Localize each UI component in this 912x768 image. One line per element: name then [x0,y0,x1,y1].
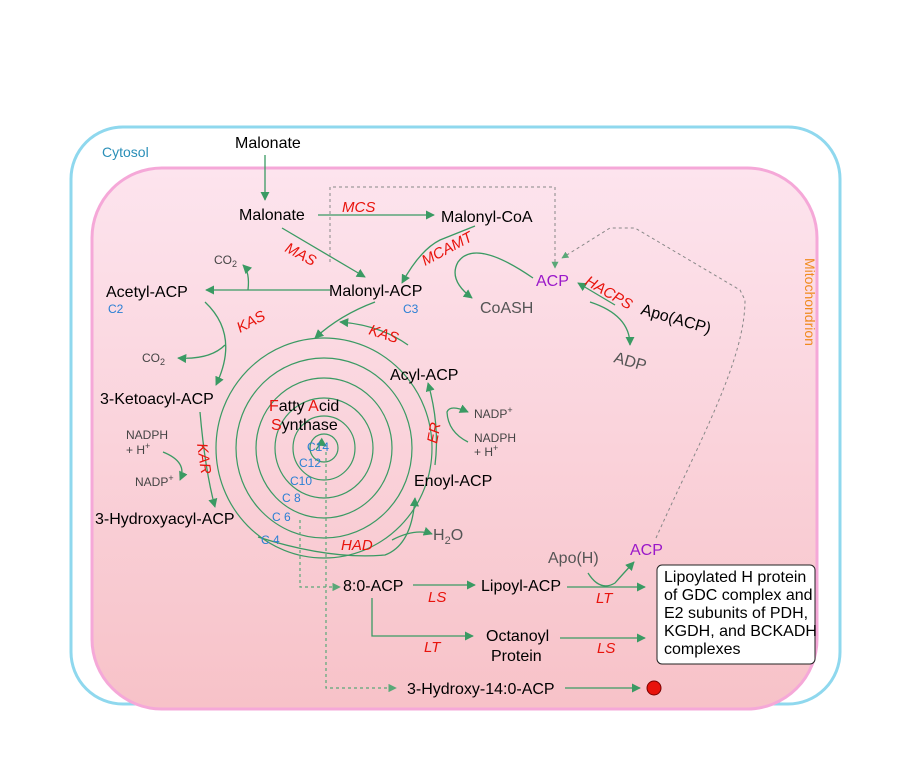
coash: CoASH [480,300,533,317]
svg-text:Lipoylated H protein: Lipoylated H protein [664,569,806,586]
svg-text:Fatty Acid: Fatty Acid [269,398,339,415]
enzyme-lt-1: LT [596,590,614,607]
hydroxy-14-acp: 3-Hydroxy-14:0-ACP [407,681,555,698]
mitochondrion-compartment [90,166,819,711]
carbon-c4: C 4 [261,533,280,547]
nadph-right-line2: + H+ [474,443,498,459]
enzyme-mcs: MCS [342,199,375,216]
fatty-acid-synthase-label: Fatty Acid Synthase [269,398,339,434]
svg-text:E2 subunits of PDH,: E2 subunits of PDH, [664,605,808,622]
carbon-c3: C3 [403,302,419,316]
terminal-dot [646,680,662,696]
enzyme-ls-2: LS [597,640,615,657]
water: H2O [433,527,463,547]
octanoyl-protein-line2: Protein [491,648,542,665]
malonate-mitochondrion: Malonate [239,207,305,224]
svg-text:Synthase: Synthase [271,417,338,434]
nadph-right-line1: NADPH [474,431,516,445]
pathway-arrows [162,155,646,693]
svg-text:of GDC complex and: of GDC complex and [664,587,813,604]
ketoacyl-acp: 3-Ketoacyl-ACP [100,391,214,408]
dashed-arrows [299,186,746,693]
carbon-c8: C 8 [282,491,301,505]
acetyl-acp: Acetyl-ACP [106,284,188,301]
malonyl-acp: Malonyl-ACP [329,283,422,300]
enzyme-er: ER [424,421,444,445]
nadp-right: NADP+ [474,405,513,421]
malonyl-coa: Malonyl-CoA [441,209,533,226]
c8-acp: 8:0-ACP [343,578,403,595]
hydroxyacyl-acp: 3-Hydroxyacyl-ACP [95,511,235,528]
cytosol-label: Cytosol [102,144,149,160]
svg-text:KGDH, and BCKADH: KGDH, and BCKADH [664,623,817,640]
nadph-left-line2: + H+ [126,441,150,457]
svg-text:complexes: complexes [664,641,740,658]
carbon-c14: C14 [307,440,329,454]
nadph-left-line1: NADPH [126,428,168,442]
co2-bottom: CO2 [142,351,165,367]
enzyme-had: HAD [341,537,373,554]
carbon-c6: C 6 [272,510,291,524]
enzyme-kar: KAR [193,442,214,475]
carbon-c2: C2 [108,302,124,316]
enoyl-acp: Enoyl-ACP [414,473,492,490]
elongation-spiral [215,337,433,559]
apo-h: Apo(H) [548,550,599,567]
lipoylated-protein-box: Lipoylated H protein of GDC complex and … [656,564,817,665]
acp-top: ACP [536,273,569,290]
acyl-acp: Acyl-ACP [390,367,458,384]
enzyme-lt-2: LT [424,639,442,656]
co2-top: CO2 [214,253,237,269]
enzyme-ls-1: LS [428,589,446,606]
nadp-left: NADP+ [135,473,174,489]
lipoyl-acp: Lipoyl-ACP [481,578,561,595]
mitochondrion-label: Mitochondrion [802,258,818,346]
carbon-c12: C12 [299,456,321,470]
acp-bottom: ACP [630,542,663,559]
octanoyl-protein-line1: Octanoyl [486,628,549,645]
malonate-cytosol: Malonate [235,135,301,152]
carbon-c10: C10 [290,474,312,488]
